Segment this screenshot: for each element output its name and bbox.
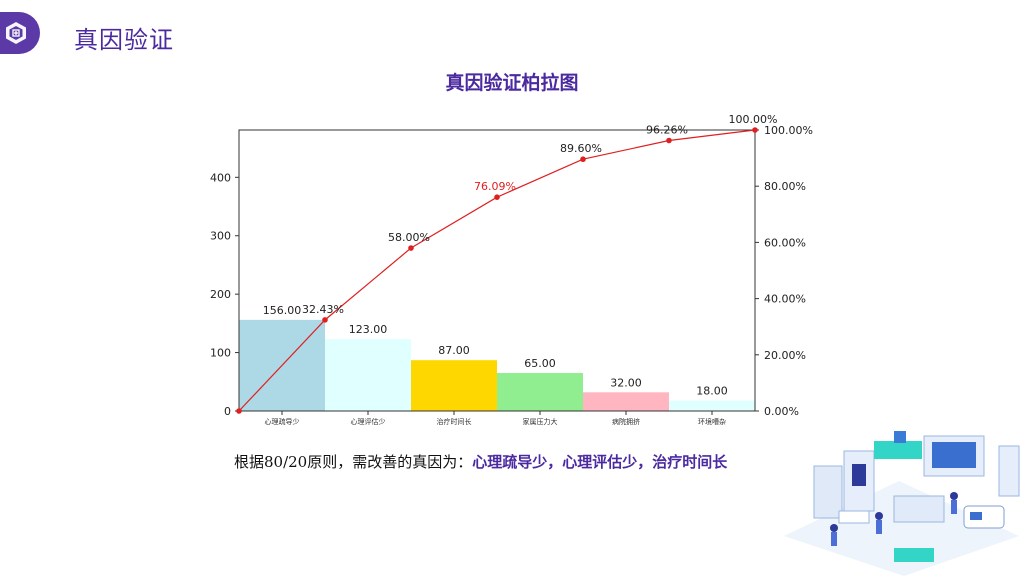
- bar: [583, 392, 669, 411]
- cumulative-label: 100.00%: [729, 113, 778, 126]
- conclusion-prefix: 根据80/20原则，需改善的真因为：: [234, 453, 473, 471]
- bar-value-label: 18.00: [696, 384, 728, 397]
- bar-value-label: 123.00: [349, 323, 388, 336]
- x-tick-label: 家属压力大: [523, 417, 558, 426]
- cumulative-label: 89.60%: [560, 142, 602, 155]
- y-right-tick-label: 100.00%: [764, 124, 813, 137]
- bar-value-label: 156.00: [263, 304, 302, 317]
- conclusion-highlight: 心理疏导少，心理评估少，治疗时间长: [472, 453, 728, 471]
- y-right-tick-label: 20.00%: [764, 349, 806, 362]
- x-tick-label: 心理评估少: [351, 417, 386, 426]
- bar-value-label: 87.00: [438, 344, 470, 357]
- cumulative-point: [666, 137, 672, 144]
- cumulative-point: [408, 245, 414, 251]
- cumulative-label: 96.26%: [646, 124, 688, 137]
- bar: [497, 373, 583, 411]
- page-title: 真因验证: [74, 26, 174, 54]
- bar: [669, 400, 755, 411]
- x-tick-label: 心理疏导少: [265, 417, 300, 426]
- medical-illustration: [784, 431, 1020, 576]
- y-left-tick-label: 100: [210, 347, 231, 360]
- hexagon-icon: [6, 22, 26, 44]
- x-tick-label: 治疗时间长: [437, 417, 472, 426]
- conclusion-text: 根据80/20原则，需改善的真因为：心理疏导少，心理评估少，治疗时间长: [234, 451, 727, 472]
- section-badge: [0, 12, 40, 54]
- bar-value-label: 65.00: [524, 357, 556, 370]
- bar-value-label: 32.00: [610, 376, 642, 389]
- bar: [411, 360, 497, 411]
- plot-frame: [238, 129, 756, 412]
- cumulative-point: [236, 408, 242, 414]
- cumulative-label: 58.00%: [388, 231, 430, 244]
- cumulative-point: [752, 127, 758, 133]
- y-right-tick-label: 40.00%: [764, 293, 806, 306]
- y-left-tick-label: 300: [210, 230, 231, 243]
- cumulative-label: 32.43%: [302, 303, 344, 316]
- y-left-tick-label: 400: [210, 171, 231, 184]
- bar: [325, 339, 411, 411]
- x-tick-label: 病院拥挤: [612, 417, 640, 426]
- y-right-tick-label: 80.00%: [764, 180, 806, 193]
- y-right-tick-label: 60.00%: [764, 236, 806, 249]
- chart-title: 真因验证柏拉图: [445, 72, 579, 94]
- y-right-tick-label: 0.00%: [764, 405, 799, 418]
- cumulative-point: [580, 156, 586, 163]
- cumulative-point: [322, 317, 328, 323]
- x-tick-label: 环境嘈杂: [698, 417, 726, 426]
- y-left-tick-label: 0: [224, 405, 231, 418]
- cumulative-point: [494, 194, 500, 200]
- y-left-tick-label: 200: [210, 288, 231, 301]
- cumulative-label: 76.09%: [474, 180, 516, 193]
